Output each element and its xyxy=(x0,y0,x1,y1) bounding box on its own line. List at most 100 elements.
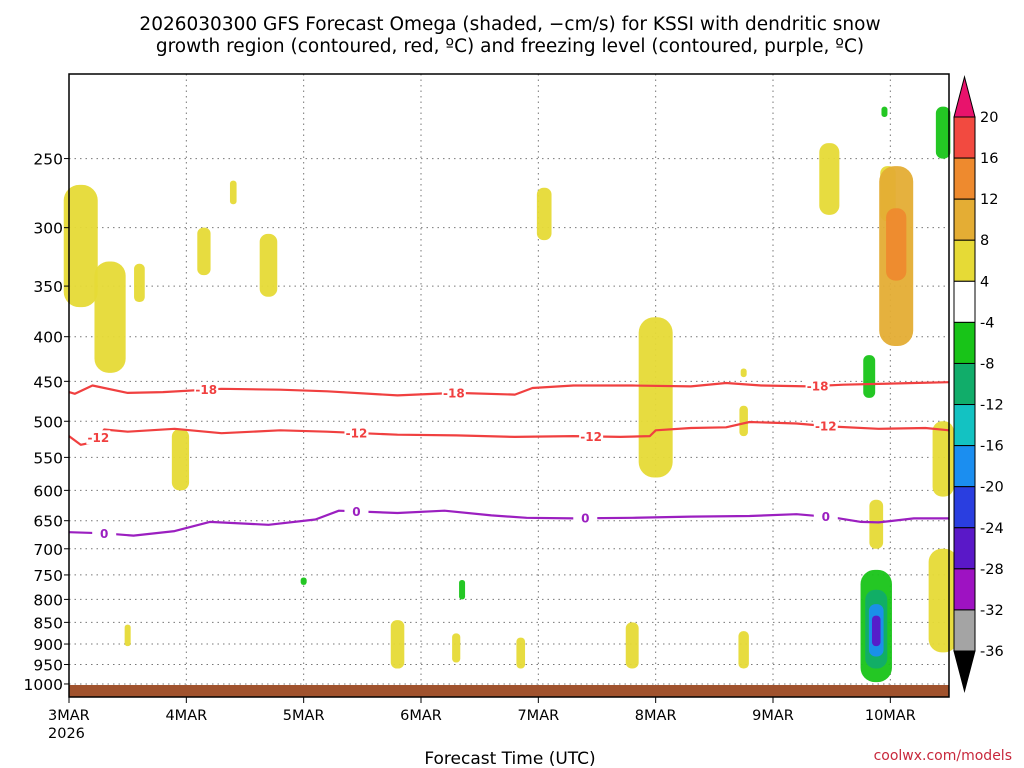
colorbar-bin xyxy=(953,404,976,447)
chart-title-line-2: growth region (contoured, red, ºC) and f… xyxy=(156,36,864,57)
omega-region xyxy=(300,577,307,585)
omega-region xyxy=(935,106,951,159)
y-tick-label: 1000 xyxy=(24,676,63,694)
colorbar-bin xyxy=(953,486,976,529)
chart-title-line-1: 2026030300 GFS Forecast Omega (shaded, −… xyxy=(139,14,880,35)
contour-label-bg xyxy=(194,382,219,397)
omega-region xyxy=(516,637,526,669)
omega-region xyxy=(819,143,840,215)
contour-label: 0 xyxy=(100,527,108,541)
x-axis-label: Forecast Time (UTC) xyxy=(424,749,595,768)
contour-labels: -18 -18 -18 -12 -12 -12 -12 0 0 0 0 xyxy=(86,378,838,541)
omega-region xyxy=(536,187,552,241)
contour-label: -12 xyxy=(87,431,109,445)
contour-label: -18 xyxy=(807,379,829,393)
credit-text: coolwx.com/models xyxy=(874,748,1012,764)
contour-label-bg xyxy=(813,509,838,524)
omega-region xyxy=(259,233,278,297)
colorbar-bin xyxy=(953,609,976,652)
y-axis-ticks: 250 300 350 400 450 500 550 600 650 700 750 800 850 9… xyxy=(24,151,69,694)
grid-lines xyxy=(69,74,949,697)
omega-region xyxy=(452,633,461,663)
y-tick-label: 950 xyxy=(33,657,63,675)
contour-line xyxy=(68,509,949,537)
omega-region xyxy=(94,261,126,373)
y-tick-label: 600 xyxy=(33,482,63,500)
colorbar-level-label: 16 xyxy=(980,151,998,167)
contour-label: -12 xyxy=(815,420,837,434)
y-tick-label: 300 xyxy=(33,220,63,238)
x-tick-label: 4MAR xyxy=(165,708,207,724)
contour-label: -18 xyxy=(443,387,465,401)
colorbar-level-label: 4 xyxy=(980,274,989,290)
colorbar-level-label: -36 xyxy=(980,644,1004,660)
contour-label: 0 xyxy=(581,512,589,526)
omega-region xyxy=(625,622,639,669)
contour-label: -18 xyxy=(195,383,217,397)
omega-region xyxy=(863,355,876,398)
contour-label-bg xyxy=(573,511,598,526)
ground-surface xyxy=(69,685,949,697)
colorbar-level-label: -24 xyxy=(980,521,1004,537)
contour-label-bg xyxy=(344,504,369,519)
x-tick-label: 10MAR xyxy=(865,708,916,724)
colorbar-bin xyxy=(953,239,976,282)
contour-label-bg xyxy=(805,378,830,393)
omega-region xyxy=(739,405,748,437)
contour-label: -12 xyxy=(580,430,602,444)
omega-region xyxy=(134,263,145,302)
omega-region xyxy=(869,499,884,549)
contour-label: -12 xyxy=(346,426,368,440)
contour-label-bg xyxy=(86,430,111,445)
x-tick-label: 3MAR xyxy=(48,708,90,724)
colorbar-bin xyxy=(953,568,976,611)
x-axis-year: 2026 xyxy=(48,726,85,742)
y-tick-label: 650 xyxy=(33,513,63,531)
x-tick-label: 8MAR xyxy=(635,708,677,724)
y-tick-label: 250 xyxy=(33,151,63,169)
x-tick-label: 6MAR xyxy=(400,708,442,724)
contour-label: 0 xyxy=(822,510,830,524)
colorbar-bin xyxy=(953,157,976,200)
omega-shading xyxy=(63,106,958,683)
colorbar-level-label: -8 xyxy=(980,356,994,372)
plot-frame xyxy=(68,73,950,698)
omega-region xyxy=(229,180,237,205)
omega-region xyxy=(740,368,747,378)
y-tick-label: 700 xyxy=(33,541,63,559)
omega-region xyxy=(390,620,405,669)
contour-label-bg xyxy=(441,386,466,401)
omega-region xyxy=(932,421,954,497)
colorbar-level-label: 20 xyxy=(980,110,998,126)
colorbar-bin xyxy=(953,198,976,241)
contour-label-bg xyxy=(344,425,369,440)
colorbar-top-arrow xyxy=(953,75,976,118)
y-tick-label: 850 xyxy=(33,614,63,632)
colorbar-level-label: 8 xyxy=(980,233,989,249)
omega-region xyxy=(197,227,211,276)
omega-region xyxy=(886,208,907,281)
colorbar: 20 16 12 8 4 -4 -8 -12 -16 -20 -24 -28 -32 -36 xyxy=(953,75,1004,693)
colorbar-bin xyxy=(953,280,976,323)
contour-label-bg xyxy=(579,429,604,444)
contour-label-bg xyxy=(813,419,838,434)
colorbar-level-label: -20 xyxy=(980,480,1004,496)
colorbar-level-label: -4 xyxy=(980,315,994,331)
omega-region xyxy=(738,631,749,669)
contour-line xyxy=(68,420,950,446)
y-tick-label: 800 xyxy=(33,591,63,609)
y-tick-label: 350 xyxy=(33,278,63,296)
colorbar-bin xyxy=(953,445,976,488)
omega-region xyxy=(459,579,466,600)
y-tick-label: 500 xyxy=(33,413,63,431)
y-tick-label: 400 xyxy=(33,329,63,347)
colorbar-bin xyxy=(953,321,976,364)
x-tick-label: 5MAR xyxy=(283,708,325,724)
colorbar-bottom-arrow xyxy=(953,650,976,693)
colorbar-level-label: -16 xyxy=(980,439,1004,455)
x-tick-label: 9MAR xyxy=(752,708,794,724)
omega-region xyxy=(871,615,881,647)
y-tick-label: 900 xyxy=(33,636,63,654)
colorbar-level-label: -28 xyxy=(980,562,1004,578)
